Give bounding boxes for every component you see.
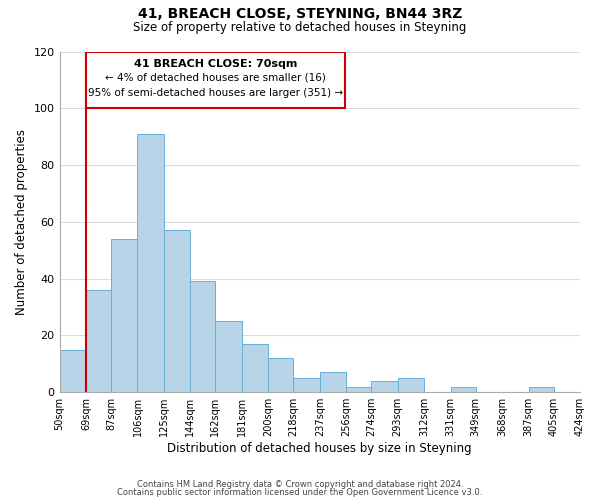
Bar	[268, 358, 293, 392]
Bar	[371, 381, 398, 392]
Bar	[293, 378, 320, 392]
Bar	[190, 282, 215, 392]
FancyBboxPatch shape	[86, 52, 345, 108]
Bar	[451, 386, 476, 392]
Bar	[164, 230, 190, 392]
Text: Contains HM Land Registry data © Crown copyright and database right 2024.: Contains HM Land Registry data © Crown c…	[137, 480, 463, 489]
Text: 41, BREACH CLOSE, STEYNING, BN44 3RZ: 41, BREACH CLOSE, STEYNING, BN44 3RZ	[138, 8, 462, 22]
Bar	[59, 350, 86, 392]
Bar	[215, 321, 242, 392]
Bar	[529, 386, 554, 392]
Y-axis label: Number of detached properties: Number of detached properties	[15, 129, 28, 315]
Bar	[242, 344, 268, 392]
Bar	[346, 386, 371, 392]
Bar	[398, 378, 424, 392]
Bar	[137, 134, 164, 392]
Text: Contains public sector information licensed under the Open Government Licence v3: Contains public sector information licen…	[118, 488, 482, 497]
Text: ← 4% of detached houses are smaller (16): ← 4% of detached houses are smaller (16)	[105, 73, 326, 83]
X-axis label: Distribution of detached houses by size in Steyning: Distribution of detached houses by size …	[167, 442, 472, 455]
Text: 95% of semi-detached houses are larger (351) →: 95% of semi-detached houses are larger (…	[88, 88, 343, 99]
Text: Size of property relative to detached houses in Steyning: Size of property relative to detached ho…	[133, 21, 467, 34]
Bar	[320, 372, 346, 392]
Bar	[111, 239, 137, 392]
Text: 41 BREACH CLOSE: 70sqm: 41 BREACH CLOSE: 70sqm	[134, 58, 297, 68]
Bar	[86, 290, 111, 392]
